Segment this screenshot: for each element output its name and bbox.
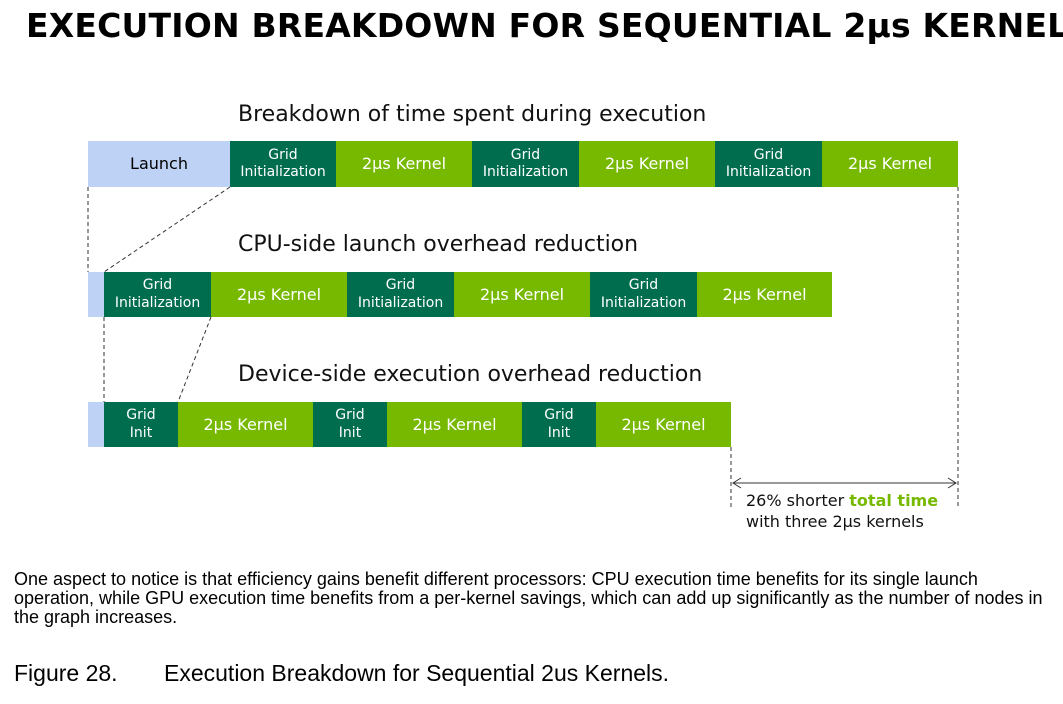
- kernel-label: 2μs Kernel: [604, 154, 690, 173]
- grid-init-segment: Grid Init: [104, 402, 178, 447]
- kernel-label: 2μs Kernel: [412, 414, 497, 434]
- grid-label-line2: Initialization: [482, 164, 569, 180]
- grid-init-segment: Grid Initialization: [104, 272, 211, 317]
- page-title: EXECUTION BREAKDOWN FOR SEQUENTIAL 2μs K…: [26, 6, 1063, 45]
- row3-heading: Device-side execution overhead reduction: [238, 362, 703, 387]
- grid-label-line1: Grid: [268, 146, 298, 163]
- launch-segment: [88, 402, 104, 447]
- grid-label-line2: Initialization: [725, 164, 812, 180]
- kernel-segment: 2μs Kernel: [178, 402, 313, 447]
- grid-label-line2: Initialization: [240, 164, 326, 180]
- grid-label-line2: Initialization: [114, 294, 201, 311]
- grid-label-line2: Init: [338, 424, 362, 441]
- kernel-label: 2μs Kernel: [847, 154, 933, 173]
- dashed-connector: [177, 316, 212, 403]
- grid-label-line1: Grid: [335, 407, 365, 423]
- caption-text: Execution Breakdown for Sequential 2us K…: [164, 660, 670, 686]
- grid-label-line2: Initialization: [600, 294, 687, 311]
- kernel-segment: 2μs Kernel: [336, 141, 472, 187]
- grid-init-segment: Grid Init: [313, 402, 387, 447]
- row1-heading: Breakdown of time spent during execution: [238, 102, 707, 127]
- kernel-segment: 2μs Kernel: [596, 402, 731, 447]
- kernel-label: 2μs Kernel: [361, 154, 447, 173]
- note-line2: with three 2μs kernels: [746, 512, 924, 531]
- grid-label-line1: Grid: [385, 277, 416, 293]
- grid-init-segment: Grid Initialization: [590, 272, 697, 317]
- grid-init-segment: Grid Initialization: [472, 141, 579, 187]
- grid-init-segment: Grid Initialization: [347, 272, 454, 317]
- grid-label-line2: Init: [129, 424, 153, 441]
- row2-heading: CPU-side launch overhead reduction: [238, 232, 639, 257]
- arrowhead-left: [732, 477, 742, 489]
- note-prefix: 26% shorter: [746, 491, 850, 510]
- kernel-label: 2μs Kernel: [203, 414, 288, 434]
- launch-segment: Launch: [88, 141, 230, 187]
- savings-note: 26% shorter total time with three 2μs ke…: [746, 490, 938, 532]
- arrowhead-right: [947, 477, 957, 489]
- kernel-label: 2μs Kernel: [722, 284, 807, 304]
- grid-label-line1: Grid: [142, 277, 173, 293]
- grid-init-segment: Grid Init: [522, 402, 596, 447]
- dashed-connector: [103, 186, 231, 273]
- grid-label-line1: Grid: [628, 277, 659, 293]
- figure-caption: Figure 28. Execution Breakdown for Sequen…: [14, 660, 669, 687]
- grid-init-segment: Grid Initialization: [715, 141, 822, 187]
- grid-label-line1: Grid: [510, 146, 541, 163]
- kernel-label: 2μs Kernel: [236, 284, 322, 304]
- grid-label-line1: Grid: [544, 407, 574, 423]
- kernel-label: 2μs Kernel: [621, 414, 706, 434]
- note-highlight: total time: [849, 491, 939, 510]
- grid-label-line2: Initialization: [357, 294, 444, 311]
- kernel-segment: 2μs Kernel: [454, 272, 590, 317]
- grid-label-line1: Grid: [126, 407, 156, 423]
- launch-segment: [88, 272, 104, 317]
- launch-label: Launch: [130, 154, 188, 173]
- kernel-segment: 2μs Kernel: [579, 141, 715, 187]
- caption-number: Figure 28.: [14, 660, 118, 686]
- kernel-segment: 2μs Kernel: [822, 141, 958, 187]
- grid-label-line1: Grid: [753, 146, 784, 163]
- kernel-segment: 2μs Kernel: [211, 272, 347, 317]
- kernel-segment: 2μs Kernel: [387, 402, 522, 447]
- grid-init-segment: Grid Initialization: [230, 141, 336, 187]
- kernel-label: 2μs Kernel: [479, 284, 565, 304]
- grid-label-line2: Init: [547, 424, 571, 441]
- kernel-segment: 2μs Kernel: [697, 272, 832, 317]
- body-paragraph: One aspect to notice is that efficiency …: [14, 569, 1043, 627]
